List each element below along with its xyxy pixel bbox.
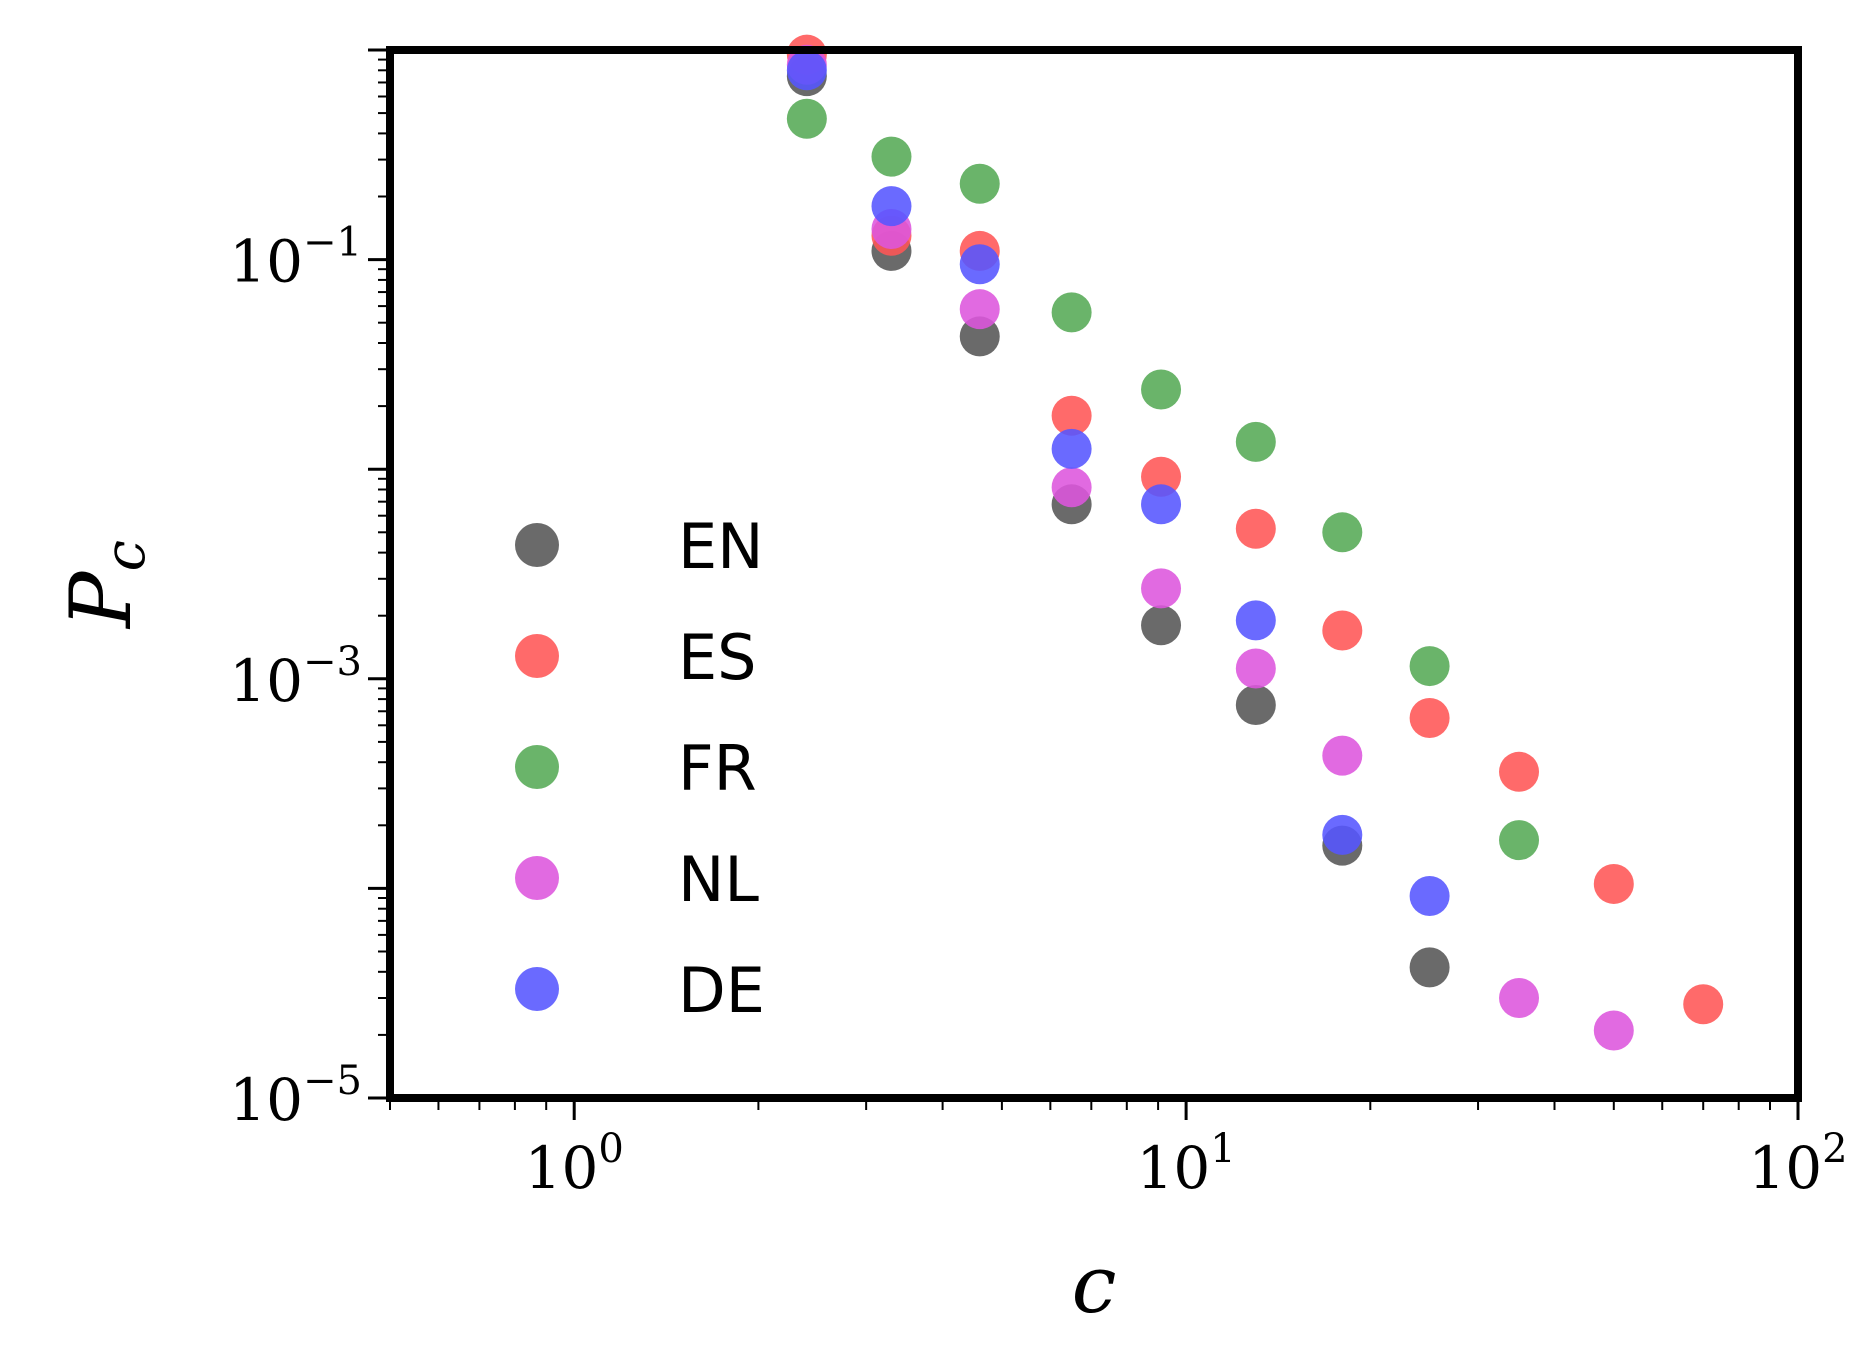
y-tick-label-exponent: −5 <box>303 1058 362 1104</box>
legend-marker-de <box>515 967 559 1011</box>
x-tick-label: 100 <box>525 1126 624 1202</box>
data-point-es <box>1683 984 1724 1025</box>
data-point-nl <box>1322 735 1363 776</box>
y-axis-title-main: P <box>52 570 150 630</box>
data-point-fr <box>786 98 827 139</box>
data-point-nl <box>959 289 1000 330</box>
data-point-de <box>1235 600 1276 641</box>
data-point-es <box>1141 456 1182 497</box>
data-point-es <box>1499 751 1540 792</box>
legend: EN ES FR NL DE <box>515 510 765 1027</box>
data-point-de <box>871 186 912 227</box>
data-point-nl <box>1141 568 1182 609</box>
legend-marker-nl <box>515 856 559 900</box>
x-tick-label-exponent: 1 <box>1210 1126 1235 1172</box>
y-tick-label-base: 10 <box>229 647 303 715</box>
y-tick-label-exponent: −3 <box>303 639 362 685</box>
data-point-fr <box>1141 369 1182 410</box>
legend-label-nl: NL <box>678 843 759 916</box>
data-point-de <box>1051 428 1092 469</box>
data-point-de <box>959 244 1000 285</box>
legend-marker-en <box>515 523 559 567</box>
legend-label-en: EN <box>678 510 764 583</box>
y-tick-label-exponent: −1 <box>303 220 362 266</box>
x-tick-label-exponent: 0 <box>598 1126 623 1172</box>
data-point-nl <box>1593 1010 1634 1051</box>
data-point-de <box>1141 484 1182 525</box>
data-point-fr <box>1051 292 1092 333</box>
data-point-de <box>786 50 827 91</box>
legend-label-es: ES <box>678 621 757 694</box>
legend-marker-es <box>515 634 559 678</box>
data-point-es <box>1322 610 1363 651</box>
y-axis-title-subscript: c <box>93 540 158 571</box>
data-point-en <box>1409 947 1450 988</box>
plot-frame <box>386 46 1802 1102</box>
y-axis-title: Pc <box>52 540 158 630</box>
x-tick-label-base: 10 <box>1748 1134 1822 1202</box>
x-tick-label: 101 <box>1136 1126 1235 1202</box>
data-point-es <box>1409 698 1450 739</box>
data-point-fr <box>1499 820 1540 861</box>
data-point-nl <box>1051 467 1092 508</box>
data-point-de <box>1409 875 1450 916</box>
y-tick-label-base: 10 <box>229 1066 303 1134</box>
y-tick-label: 10−3 <box>229 639 362 715</box>
data-point-fr <box>871 136 912 177</box>
y-tick-label: 10−1 <box>229 220 362 296</box>
x-tick-label: 102 <box>1748 1126 1847 1202</box>
data-point-nl <box>1499 977 1540 1018</box>
legend-label-fr: FR <box>678 732 757 805</box>
legend-marker-fr <box>515 745 559 789</box>
data-point-es <box>1051 395 1092 436</box>
data-point-fr <box>1322 512 1363 553</box>
data-point-fr <box>959 163 1000 204</box>
data-point-es <box>1235 508 1276 549</box>
data-point-fr <box>1235 421 1276 462</box>
data-point-en <box>1235 684 1276 725</box>
data-point-en <box>1141 605 1182 646</box>
data-point-nl <box>1235 648 1276 689</box>
data-point-es <box>1593 863 1634 904</box>
x-tick-label-exponent: 2 <box>1822 1126 1847 1172</box>
data-point-de <box>1322 814 1363 855</box>
data-point-fr <box>1409 646 1450 687</box>
points-layer <box>786 34 1724 1051</box>
x-axis-title: c <box>1072 1238 1117 1331</box>
x-tick-label-base: 10 <box>1136 1134 1210 1202</box>
y-tick-label-base: 10 <box>229 228 303 296</box>
x-tick-label-base: 10 <box>525 1134 599 1202</box>
y-tick-label: 10−5 <box>229 1058 362 1134</box>
legend-label-de: DE <box>678 954 765 1027</box>
